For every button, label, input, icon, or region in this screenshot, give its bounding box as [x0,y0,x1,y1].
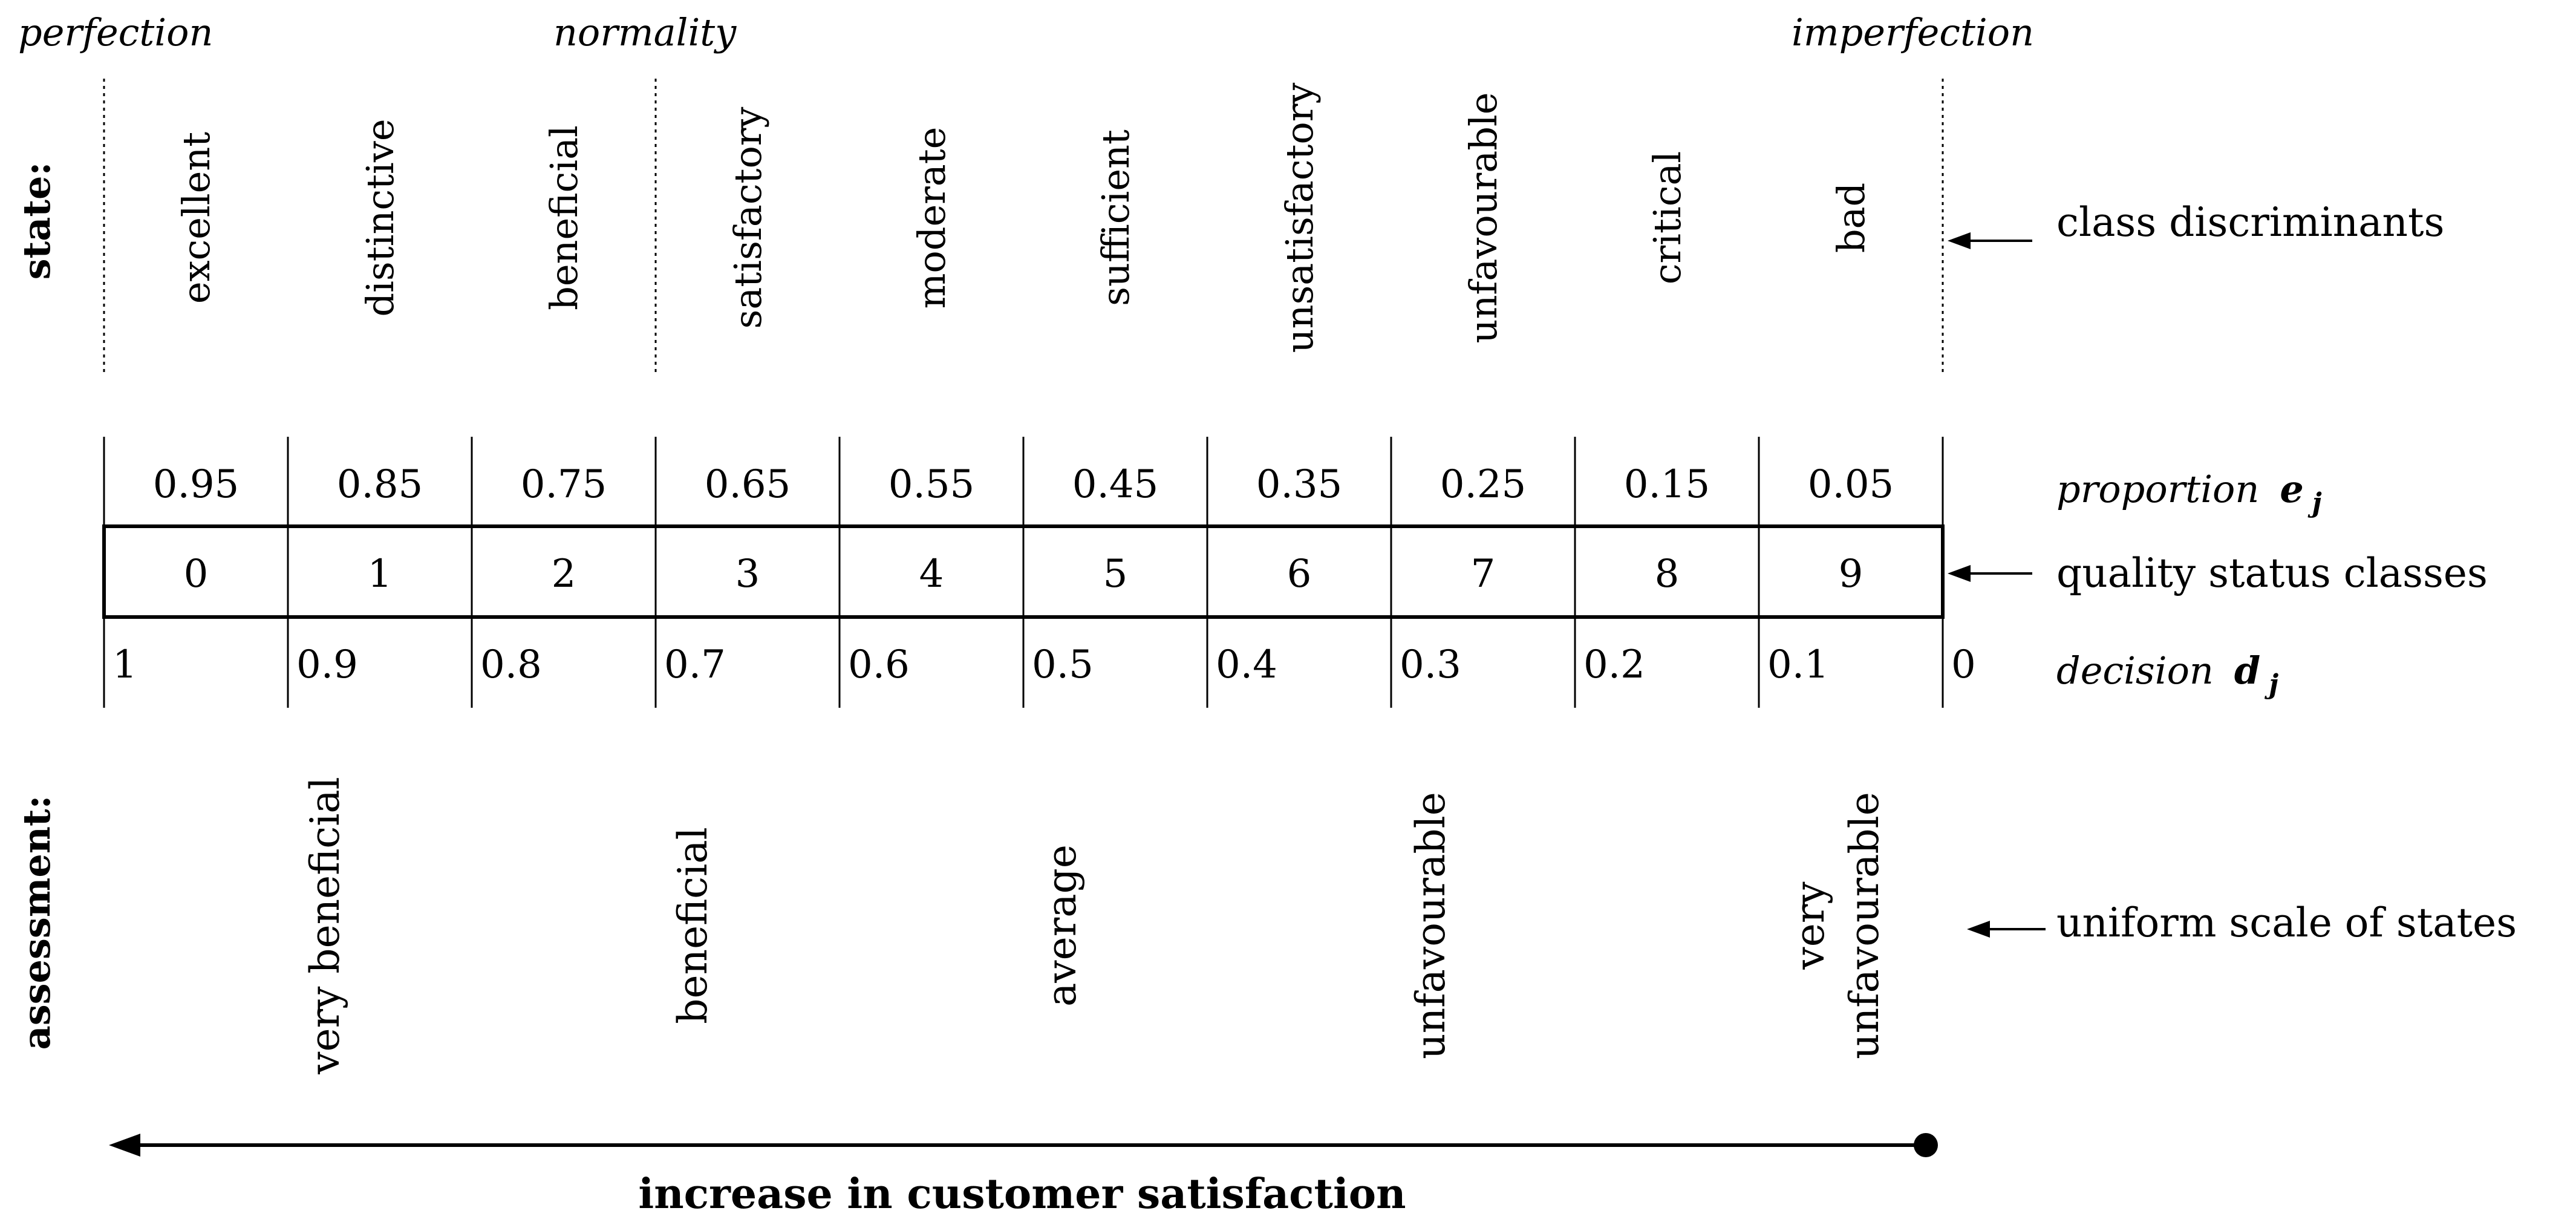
quality-class-number: 5 [1103,552,1128,596]
top-labels: perfection normality imperfection [18,10,2034,54]
state-class-label: unsatisfactory [1277,83,1322,353]
decision-value: 0.1 [1767,642,1829,687]
satisfaction-arrow-head [109,1134,140,1157]
assessment-item-label: very beneficial [302,777,348,1075]
label-normality: normality [553,10,737,54]
class-discriminants-arrow-head [1948,232,1971,249]
state-section: state: excellent distinctive beneficial sati… [15,79,1944,375]
state-class-label: bad [1829,183,1873,253]
uniform-scale-label: uniform scale of states [2056,900,2517,946]
proportion-subscript: j [2307,488,2322,518]
quality-class-number: 0 [184,552,209,596]
proportion-word: proportion [2056,467,2259,511]
quality-class-number: 6 [1287,552,1312,596]
proportion-value: 0.15 [1624,462,1710,507]
quality-class-number: 9 [1839,552,1864,596]
decision-value: 0.3 [1400,642,1461,687]
label-perfection: perfection [18,10,213,54]
proportion-value: 0.75 [521,462,607,507]
proportion-value: 0.05 [1808,462,1894,507]
decision-value: 0.7 [664,642,726,687]
state-class-label: moderate [910,127,954,309]
quality-class-number: 3 [735,552,760,596]
state-class-label: sufficient [1094,129,1138,306]
quality-class-number: 8 [1655,552,1680,596]
satisfaction-caption: increase in customer satisfaction [638,1170,1406,1218]
decision-value: 0.8 [480,642,542,687]
satisfaction-arrow-origin-dot [1914,1133,1938,1157]
decision-label: decision d j [2056,648,2278,700]
decision-value: 1 [112,642,137,687]
state-class-label: distinctive [358,119,402,316]
assessment-axis-label: assessment: [15,795,59,1050]
decision-value: 0.6 [848,642,910,687]
state-class-label: beneficial [542,125,586,310]
quality-classes-arrow-head [1948,565,1971,582]
assessment-item-label: unfavourable [1841,792,1888,1059]
assessment-item-label: beneficial [670,827,716,1024]
assessment-item-label: average [1039,844,1085,1007]
quality-class-number: 7 [1471,552,1496,596]
proportion-value: 0.65 [705,462,791,507]
label-imperfection: imperfection [1792,10,2034,54]
state-class-label: unfavourable [1461,93,1505,344]
proportion-value: 0.45 [1072,462,1159,507]
assessment-item-label: unfavourable [1407,792,1454,1059]
proportion-value: 0.55 [889,462,975,507]
decision-value: 0.2 [1583,642,1645,687]
class-discriminants-label: class discriminants [2056,199,2444,246]
proportion-label: proportion e j [2056,467,2322,518]
decision-value: 0.4 [1216,642,1277,687]
state-axis-label: state: [15,162,59,280]
proportion-value: 0.85 [337,462,423,507]
quality-class-number: 4 [919,552,944,596]
proportion-value: 0.25 [1440,462,1527,507]
state-class-label: satisfactory [726,107,770,329]
proportion-symbol: e [2280,467,2303,511]
quality-classes-label: quality status classes [2056,550,2488,596]
decision-value: 0.9 [296,642,358,687]
state-class-label: critical [1645,151,1689,284]
quality-class-number: 1 [368,552,393,596]
quality-class-number: 2 [552,552,576,596]
uniform-scale-arrow-head [1967,921,1990,938]
decision-subscript: j [2264,669,2278,700]
proportion-value: 0.35 [1256,462,1343,507]
satisfaction-axis: increase in customer satisfaction [109,1133,1938,1218]
decision-value: 0.5 [1032,642,1094,687]
assessment-section: assessment: very beneficial beneficial aver… [15,777,1888,1075]
classification-table: 0.95 0.85 0.75 0.65 0.55 0.45 0.35 0.25 0.15 0.05… [102,437,1976,708]
state-class-label: excellent [174,132,218,304]
assessment-item-label: very [1787,881,1833,970]
proportion-value: 0.95 [153,462,240,507]
decision-symbol: d [2234,648,2260,693]
decision-word: decision [2056,648,2214,693]
decision-value: 0 [1951,642,1976,687]
